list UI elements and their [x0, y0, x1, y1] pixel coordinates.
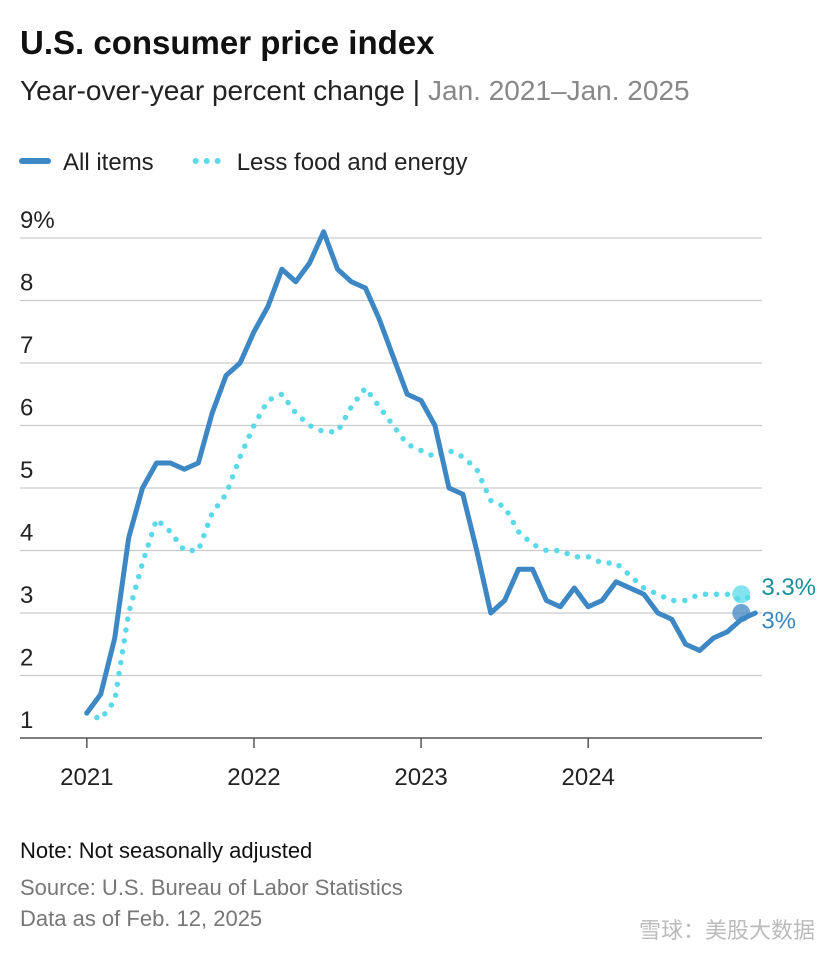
y-tick-label: 7: [20, 332, 33, 359]
x-tick-label: 2023: [394, 764, 447, 791]
y-tick-label: 9%: [20, 207, 55, 234]
y-tick-label: 4: [20, 520, 33, 547]
x-tick-label: 2021: [60, 764, 113, 791]
plot-area: 1 2 3 4 5 6 7 8 9% 2021 2022 2023 2024 3% 3.3%: [20, 207, 816, 791]
y-tick-label: 5: [20, 457, 33, 484]
legend: All items Less food and energy: [19, 149, 468, 176]
y-tick-label: 2: [20, 645, 33, 672]
series-line: [84, 229, 758, 716]
y-tick-label: 1: [20, 707, 33, 734]
y-tick-label: 6: [20, 395, 33, 422]
chart-title: U.S. consumer price index: [20, 24, 435, 61]
y-tick-label: 3: [20, 582, 33, 609]
end-label: 3.3%: [761, 574, 816, 601]
note: Note: Not seasonally adjusted: [20, 838, 312, 863]
subtitle-range: Jan. 2021–Jan. 2025: [428, 75, 690, 106]
end-point: [732, 604, 751, 622]
x-tick-label: 2024: [562, 764, 615, 791]
end-point: [732, 585, 751, 604]
legend-label: Less food and energy: [237, 149, 468, 176]
legend-label: All items: [63, 149, 154, 176]
series-line: [84, 385, 759, 722]
subtitle-text: Year-over-year percent change |: [20, 75, 420, 106]
y-tick-label: 8: [20, 270, 33, 297]
data-date: Data as of Feb. 12, 2025: [20, 906, 262, 931]
subtitle: Year-over-year percent change | Jan. 2021…: [20, 75, 690, 106]
source: Source: U.S. Bureau of Labor Statistics: [20, 875, 403, 900]
x-tick-label: 2022: [227, 764, 280, 791]
end-label: 3%: [761, 607, 796, 634]
watermark: 雪球：美股大数据: [639, 918, 815, 943]
